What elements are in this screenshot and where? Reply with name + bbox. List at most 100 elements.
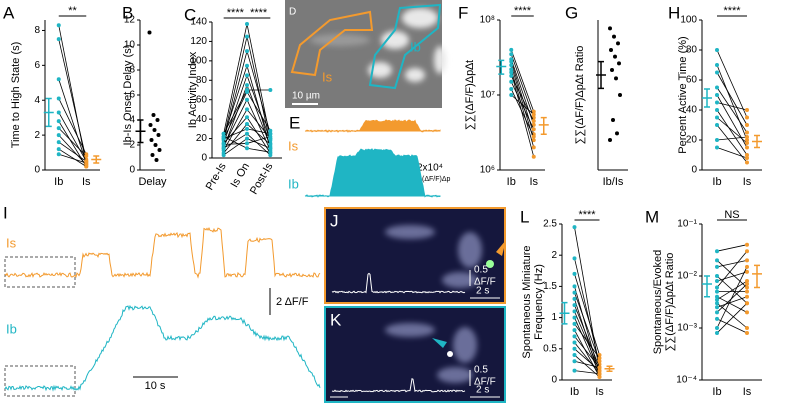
- data-point: [608, 138, 612, 142]
- data-point: [572, 334, 577, 339]
- panel-letter: G: [565, 3, 578, 22]
- data-point: [56, 152, 61, 157]
- data-point: [56, 23, 61, 28]
- pair-line: [716, 250, 748, 288]
- data-point: [613, 54, 617, 59]
- y-tick-label: 10⁻³: [677, 323, 697, 334]
- label: Is: [6, 235, 17, 250]
- panel-letter: J: [330, 211, 339, 230]
- data-point: [745, 141, 749, 145]
- y-tick-label: 0: [129, 165, 135, 176]
- data-point: [56, 37, 61, 42]
- scale-label: ∑(ΔF/F)Δp: [417, 176, 451, 183]
- pair-line: [58, 98, 87, 155]
- scale-label: ΔF/F: [474, 377, 496, 388]
- y-tick-label: 2: [551, 250, 557, 261]
- y-tick-label: 100: [190, 55, 207, 66]
- data-point: [745, 145, 749, 150]
- data-point: [509, 59, 514, 64]
- data-point: [617, 61, 621, 66]
- pair-line: [574, 370, 600, 375]
- data-point: [509, 73, 514, 78]
- y-tick-label: 10⁶: [480, 165, 495, 176]
- scale-label: 2x10⁴: [417, 163, 443, 174]
- data-point: [715, 297, 719, 302]
- data-point: [84, 161, 89, 166]
- data-point: [268, 153, 273, 158]
- data-point: [715, 123, 719, 127]
- data-point: [745, 108, 749, 112]
- event-spot: [486, 260, 494, 268]
- data-point: [572, 225, 577, 230]
- data-point: [715, 285, 719, 290]
- boutons: [310, 8, 446, 82]
- x-tick-label: Pre-Is: [204, 161, 229, 193]
- data-point: [149, 138, 154, 142]
- data-point: [84, 164, 89, 169]
- y-tick-label: 6: [129, 90, 135, 101]
- data-point: [715, 301, 719, 306]
- data-point: [531, 134, 536, 139]
- data-point: [597, 365, 602, 370]
- data-point: [745, 282, 749, 287]
- data-point: [245, 122, 249, 126]
- data-point: [745, 331, 749, 336]
- data-point: [531, 127, 536, 132]
- x-tick-label: Is: [82, 176, 91, 188]
- data-point: [531, 145, 536, 150]
- pair-line: [510, 88, 535, 137]
- data-point: [153, 143, 158, 147]
- y-axis-label: ∑∑(ΔF/F)Δp∆t Ratio: [574, 46, 586, 145]
- data-point: [618, 93, 622, 97]
- pair-line: [716, 49, 748, 118]
- data-point: [155, 118, 160, 122]
- y-axis-label: Ib-Is Onset Delay (s): [122, 45, 134, 146]
- panel-letter: C: [184, 5, 196, 24]
- data-point: [745, 130, 749, 135]
- data-point: [715, 326, 719, 330]
- data-point: [56, 126, 61, 131]
- mean-error: [752, 134, 762, 149]
- pair-line: [58, 39, 87, 160]
- mean-error: [702, 275, 712, 298]
- data-point: [151, 113, 156, 117]
- x-tick-label: Ib/Is: [603, 176, 624, 188]
- y-tick-label: 40: [196, 114, 208, 125]
- data-point: [221, 131, 226, 136]
- data-point: [56, 140, 61, 145]
- y-tick-label: 2.5: [543, 219, 557, 230]
- y-tick-label: 6: [34, 60, 40, 71]
- scale-label: 0.5: [474, 365, 488, 376]
- data-point: [745, 264, 749, 269]
- x-tick-label: Is: [595, 386, 604, 398]
- data-point: [715, 100, 719, 105]
- y-tick-label: 80: [196, 75, 208, 86]
- pair-line: [574, 317, 600, 374]
- trace: [331, 377, 466, 393]
- panel-letter: D: [289, 7, 296, 18]
- data-point: [156, 133, 161, 137]
- data-point: [572, 340, 577, 345]
- data-point: [745, 135, 749, 139]
- scale-label: ΔF/F: [474, 277, 496, 288]
- data-point: [611, 118, 615, 122]
- data-point: [572, 346, 577, 351]
- data-point: [615, 131, 619, 136]
- pair-line: [716, 260, 748, 288]
- label: Ib: [288, 176, 299, 191]
- mean-error: [702, 88, 712, 108]
- y-tick-label: 10⁻⁴: [676, 375, 697, 386]
- pair-line: [716, 271, 748, 282]
- panel-letter: A: [3, 3, 15, 22]
- y-tick-label: 0: [551, 375, 557, 386]
- data-point: [268, 142, 273, 147]
- ib-outline: [368, 3, 442, 90]
- data-point: [572, 321, 577, 326]
- y-tick-label: 10⁷: [480, 90, 495, 101]
- label: Is: [322, 69, 333, 84]
- data-point: [610, 68, 614, 72]
- x-tick-label: Ib: [712, 386, 721, 398]
- pair-line: [574, 348, 600, 371]
- y-tick-label: 10⁻²: [677, 271, 697, 282]
- data-point: [56, 133, 61, 138]
